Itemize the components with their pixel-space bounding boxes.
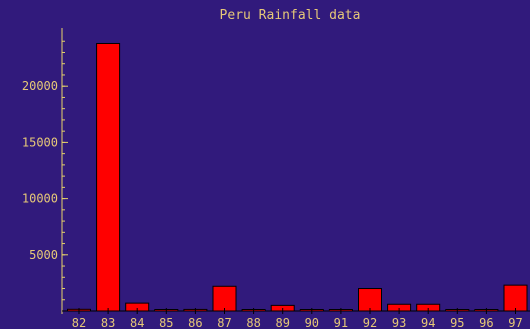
- x-tick-label: 96: [479, 316, 493, 329]
- chart-title: Peru Rainfall data: [220, 8, 361, 23]
- y-tick-label: 5000: [29, 248, 58, 262]
- bar-83: [96, 42, 121, 312]
- x-tick-label: 97: [508, 316, 522, 329]
- x-tick-label: 89: [275, 316, 289, 329]
- bar-87: [212, 285, 237, 312]
- x-tick-label: 86: [188, 316, 202, 329]
- x-tick-label: 85: [159, 316, 173, 329]
- x-tick-label: 83: [101, 316, 115, 329]
- x-tick-label: 87: [217, 316, 231, 329]
- y-tick-label: 10000: [22, 192, 58, 206]
- x-tick-label: 93: [392, 316, 406, 329]
- x-tick-label: 92: [363, 316, 377, 329]
- y-tick-label: 15000: [22, 135, 58, 149]
- bar-97: [503, 284, 528, 312]
- y-tick-label: 20000: [22, 79, 58, 93]
- x-tick-label: 84: [130, 316, 144, 329]
- x-tick-label: 95: [450, 316, 464, 329]
- x-tick-label: 82: [72, 316, 86, 329]
- bar-92: [358, 288, 382, 312]
- bars: [67, 42, 528, 312]
- x-tick-label: 91: [334, 316, 348, 329]
- x-tick-label: 88: [246, 316, 260, 329]
- x-tick-label: 94: [421, 316, 435, 329]
- x-axis: 82 83 84 85 86 87 88 89 90 91 92 93 94 95 96 97: [62, 308, 530, 329]
- x-tick-label: 90: [305, 316, 319, 329]
- y-axis: 5000 10000 15000 20000: [22, 28, 68, 314]
